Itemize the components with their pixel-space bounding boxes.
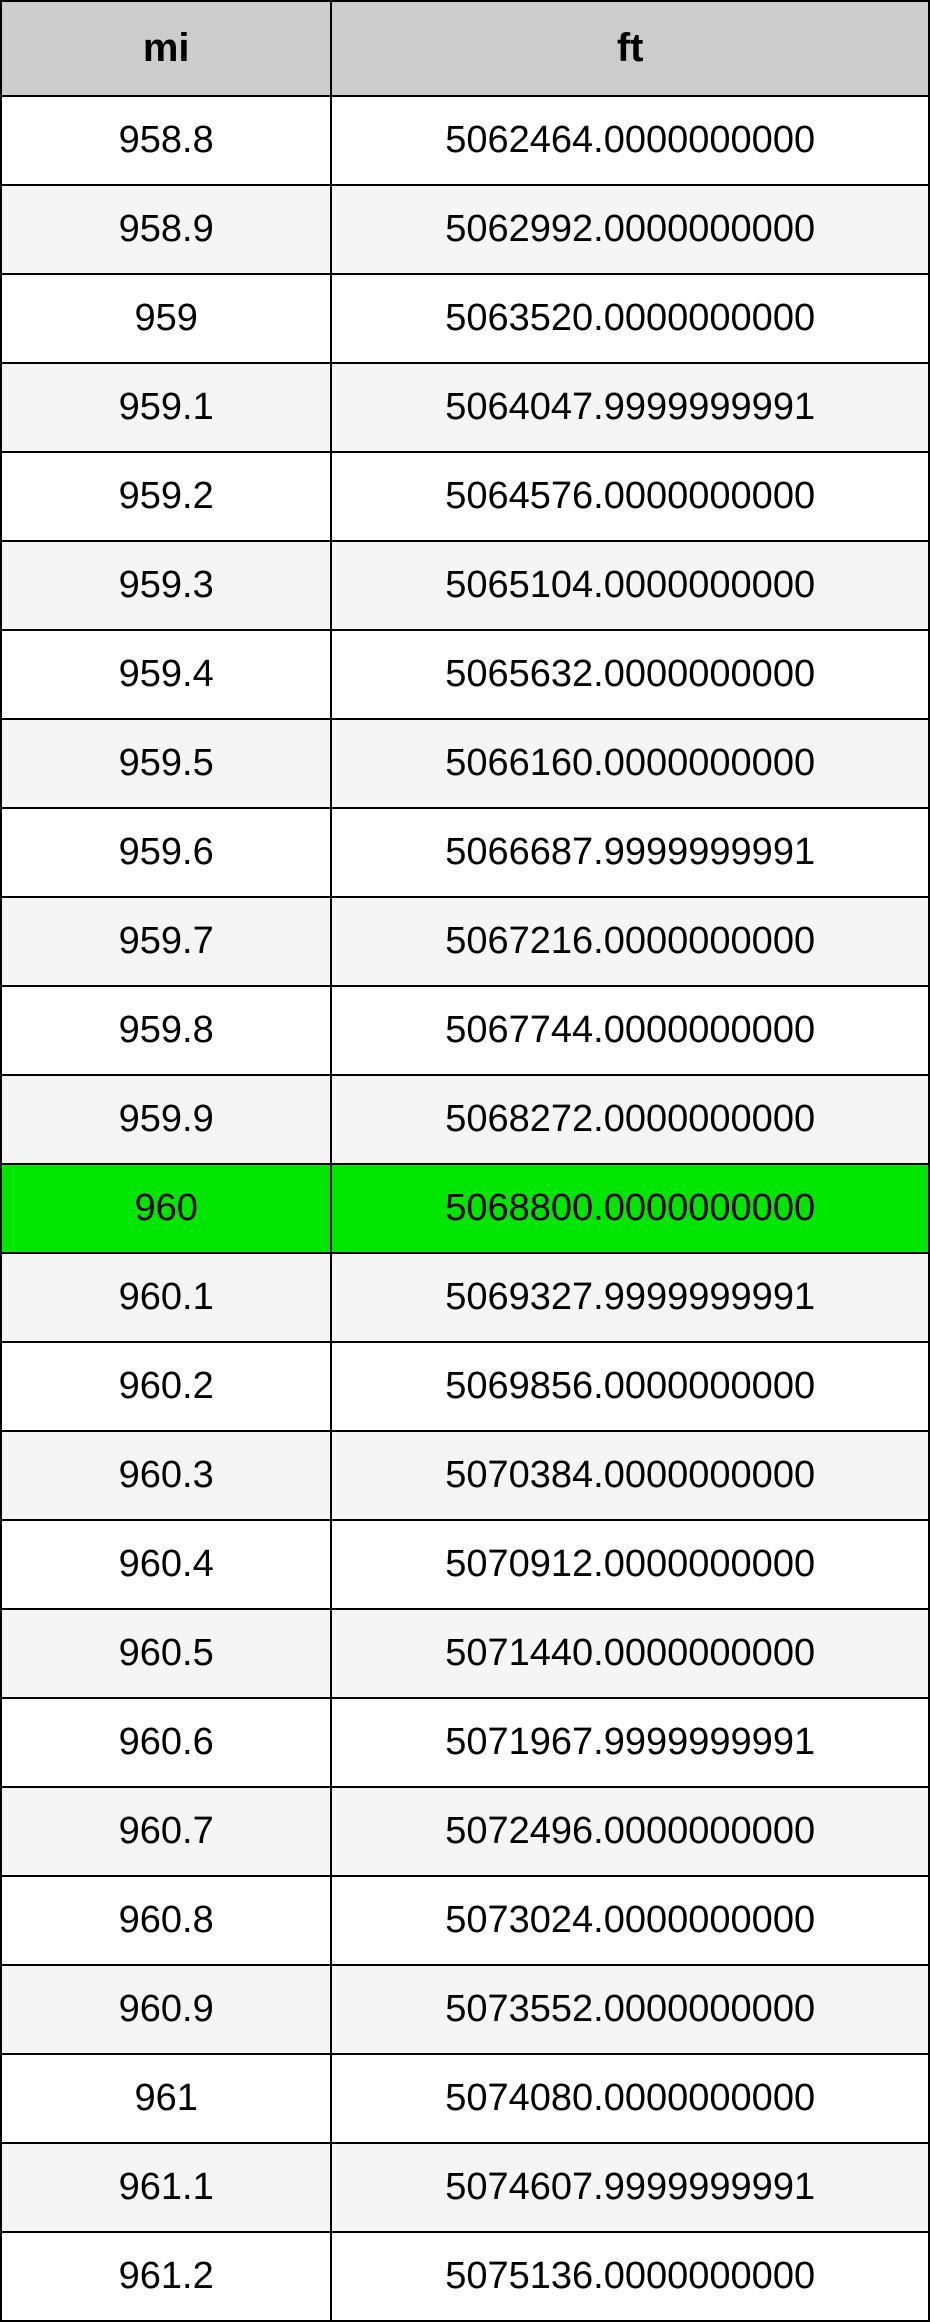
cell-ft: 5066160.0000000000 <box>331 719 929 808</box>
cell-mi: 958.9 <box>1 185 331 274</box>
cell-ft: 5063520.0000000000 <box>331 274 929 363</box>
cell-ft: 5074080.0000000000 <box>331 2054 929 2143</box>
cell-mi: 959.2 <box>1 452 331 541</box>
cell-mi: 959.1 <box>1 363 331 452</box>
cell-mi: 959.7 <box>1 897 331 986</box>
cell-mi: 958.8 <box>1 96 331 185</box>
table-row: 958.95062992.0000000000 <box>1 185 929 274</box>
table-row: 960.35070384.0000000000 <box>1 1431 929 1520</box>
table-row: 959.35065104.0000000000 <box>1 541 929 630</box>
table-row: 9615074080.0000000000 <box>1 2054 929 2143</box>
cell-ft: 5066687.9999999991 <box>331 808 929 897</box>
cell-ft: 5074607.9999999991 <box>331 2143 929 2232</box>
table-row: 960.75072496.0000000000 <box>1 1787 929 1876</box>
table-row: 9605068800.0000000000 <box>1 1164 929 1253</box>
table-header-row: mi ft <box>1 1 929 96</box>
cell-ft: 5071440.0000000000 <box>331 1609 929 1698</box>
cell-mi: 960.7 <box>1 1787 331 1876</box>
cell-mi: 961.1 <box>1 2143 331 2232</box>
cell-ft: 5075136.0000000000 <box>331 2232 929 2321</box>
table-row: 959.25064576.0000000000 <box>1 452 929 541</box>
cell-mi: 959.8 <box>1 986 331 1075</box>
cell-mi: 959.9 <box>1 1075 331 1164</box>
cell-ft: 5073024.0000000000 <box>331 1876 929 1965</box>
cell-ft: 5069856.0000000000 <box>331 1342 929 1431</box>
table-row: 959.95068272.0000000000 <box>1 1075 929 1164</box>
cell-mi: 959.6 <box>1 808 331 897</box>
cell-ft: 5064047.9999999991 <box>331 363 929 452</box>
cell-mi: 960.6 <box>1 1698 331 1787</box>
cell-ft: 5067216.0000000000 <box>331 897 929 986</box>
cell-mi: 960.2 <box>1 1342 331 1431</box>
cell-ft: 5067744.0000000000 <box>331 986 929 1075</box>
cell-ft: 5069327.9999999991 <box>331 1253 929 1342</box>
table-row: 961.25075136.0000000000 <box>1 2232 929 2321</box>
table-row: 959.65066687.9999999991 <box>1 808 929 897</box>
table-row: 960.55071440.0000000000 <box>1 1609 929 1698</box>
cell-ft: 5073552.0000000000 <box>331 1965 929 2054</box>
cell-mi: 959 <box>1 274 331 363</box>
cell-mi: 960.4 <box>1 1520 331 1609</box>
table-row: 961.15074607.9999999991 <box>1 2143 929 2232</box>
table-row: 960.15069327.9999999991 <box>1 1253 929 1342</box>
cell-mi: 960.1 <box>1 1253 331 1342</box>
table-row: 959.75067216.0000000000 <box>1 897 929 986</box>
cell-ft: 5065632.0000000000 <box>331 630 929 719</box>
cell-ft: 5072496.0000000000 <box>331 1787 929 1876</box>
cell-mi: 961.2 <box>1 2232 331 2321</box>
cell-mi: 960.5 <box>1 1609 331 1698</box>
cell-mi: 961 <box>1 2054 331 2143</box>
cell-ft: 5068800.0000000000 <box>331 1164 929 1253</box>
table-row: 959.55066160.0000000000 <box>1 719 929 808</box>
cell-ft: 5068272.0000000000 <box>331 1075 929 1164</box>
table-row: 960.95073552.0000000000 <box>1 1965 929 2054</box>
cell-mi: 959.3 <box>1 541 331 630</box>
cell-ft: 5064576.0000000000 <box>331 452 929 541</box>
cell-ft: 5065104.0000000000 <box>331 541 929 630</box>
cell-ft: 5070384.0000000000 <box>331 1431 929 1520</box>
cell-mi: 960.8 <box>1 1876 331 1965</box>
table-row: 959.15064047.9999999991 <box>1 363 929 452</box>
cell-ft: 5062992.0000000000 <box>331 185 929 274</box>
table-row: 960.65071967.9999999991 <box>1 1698 929 1787</box>
table-row: 959.85067744.0000000000 <box>1 986 929 1075</box>
cell-ft: 5062464.0000000000 <box>331 96 929 185</box>
table-row: 958.85062464.0000000000 <box>1 96 929 185</box>
table-row: 959.45065632.0000000000 <box>1 630 929 719</box>
table-row: 960.25069856.0000000000 <box>1 1342 929 1431</box>
cell-mi: 959.5 <box>1 719 331 808</box>
column-header-ft: ft <box>331 1 929 96</box>
table-row: 9595063520.0000000000 <box>1 274 929 363</box>
table-row: 960.45070912.0000000000 <box>1 1520 929 1609</box>
cell-mi: 960.3 <box>1 1431 331 1520</box>
conversion-table: mi ft 958.85062464.0000000000958.9506299… <box>0 0 930 2322</box>
cell-mi: 960.9 <box>1 1965 331 2054</box>
cell-mi: 959.4 <box>1 630 331 719</box>
cell-mi: 960 <box>1 1164 331 1253</box>
cell-ft: 5070912.0000000000 <box>331 1520 929 1609</box>
cell-ft: 5071967.9999999991 <box>331 1698 929 1787</box>
table-row: 960.85073024.0000000000 <box>1 1876 929 1965</box>
column-header-mi: mi <box>1 1 331 96</box>
